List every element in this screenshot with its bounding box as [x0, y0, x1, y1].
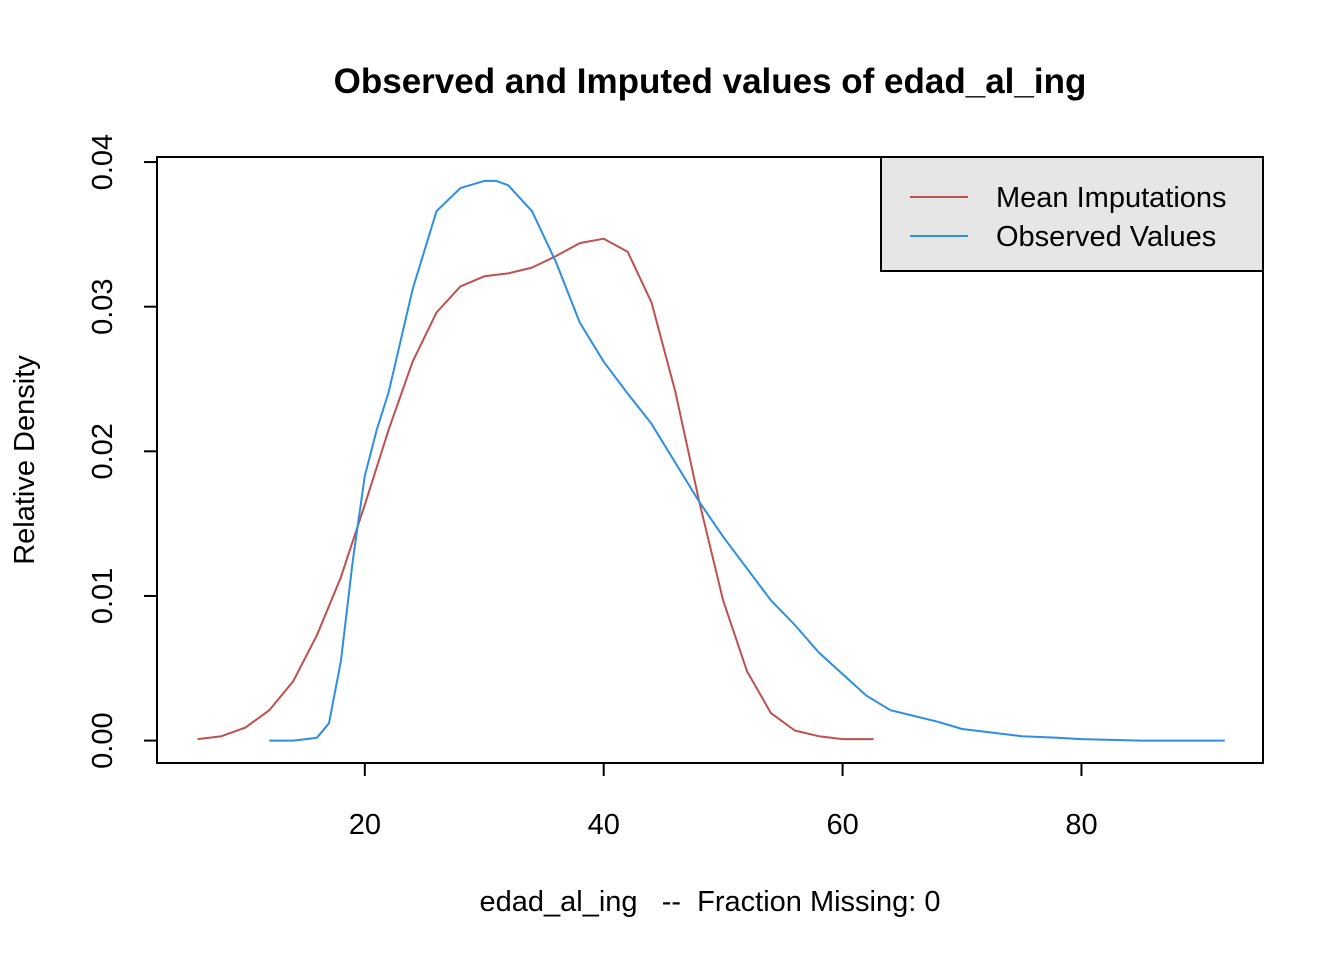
y-tick-label: 0.04 [87, 134, 119, 190]
x-axis-label: edad_al_ing -- Fraction Missing: 0 [480, 886, 941, 918]
x-tick-label: 60 [826, 809, 858, 841]
legend: Mean Imputations Observed Values [880, 156, 1264, 272]
chart-title: Observed and Imputed values of edad_al_i… [334, 62, 1087, 101]
y-tick-label: 0.03 [87, 278, 119, 334]
legend-label-mean-imputations: Mean Imputations [996, 182, 1227, 214]
x-axis: 20 40 60 80 [349, 762, 1098, 841]
y-tick-label: 0.00 [87, 712, 119, 768]
legend-box [880, 156, 1264, 272]
x-tick-label: 40 [588, 809, 620, 841]
y-tick-label: 0.02 [87, 423, 119, 479]
y-axis-label: Relative Density [9, 355, 41, 565]
series-line-mean-imputations [197, 237, 874, 741]
y-tick-label: 0.01 [87, 568, 119, 624]
x-tick-label: 20 [349, 809, 381, 841]
y-axis: 0.00 0.01 0.02 0.03 0.04 [87, 134, 158, 769]
series-line-observed-values [269, 179, 1225, 742]
x-tick-label: 80 [1065, 809, 1097, 841]
legend-label-observed-values: Observed Values [996, 221, 1216, 253]
series-layer [197, 179, 1225, 742]
